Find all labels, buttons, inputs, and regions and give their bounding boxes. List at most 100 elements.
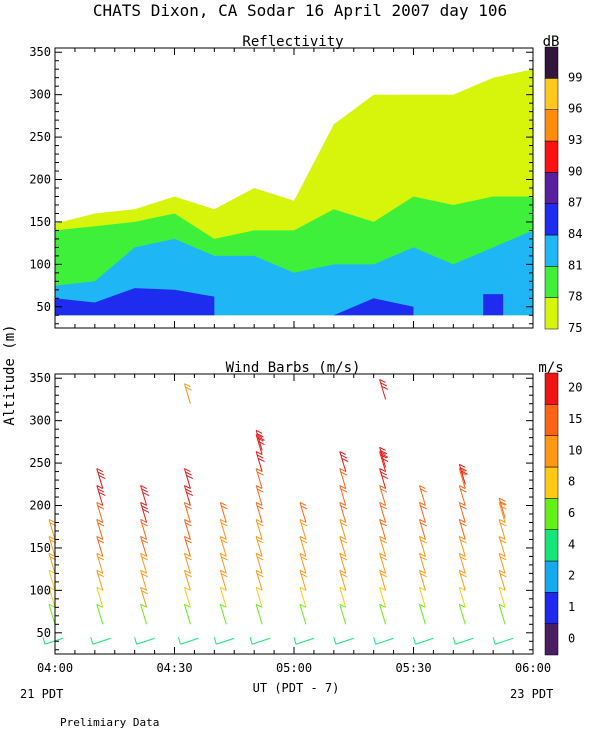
wind-barb-3-160 [183,519,192,540]
wind-barb-9-100 [418,569,427,591]
wind-barb-2-140-staff [140,536,148,557]
colorbar1-label: 81 [568,258,582,272]
wind-barb-2-200-staff [140,485,148,506]
wind-barb-5-100-flag-0 [255,569,263,574]
wind-barb-4-120-flag-1 [221,556,228,561]
reflectivity-band-84-2 [483,294,504,316]
wind-barb-3-40-flag [177,637,181,645]
wind-barb-4-160-staff [219,519,227,540]
wind-barb-5-200-flag-1 [257,488,264,493]
wind-barb-5-60-staff [255,604,263,625]
wind-barb-9-40 [412,637,434,645]
wind-barb-9-160-flag-0 [419,519,426,523]
colorbar1-swatch-8 [544,46,559,79]
wind-barb-6-140-staff [299,536,307,557]
wind-barb-9-140 [418,535,427,557]
wind-barb-11-140-flag-1 [500,539,507,544]
wind-barb-8-220-staff [379,468,387,489]
wind-barb-7-140 [339,535,348,557]
panel1-ytick-label: 150 [29,215,51,229]
wind-barb-10-200-flag-1 [460,488,467,493]
colorbar2-swatch-0 [544,623,559,656]
wind-barb-1-120-flag-0 [96,552,104,557]
wind-barb-7-140-flag-0 [339,535,347,540]
wind-barb-8-80-staff [379,587,387,608]
wind-barb-6-100-staff [299,570,307,591]
wind-barb-7-80 [339,586,347,608]
wind-barb-1-220-flag-2 [98,475,106,479]
wind-barb-8-180-flag-0 [379,502,386,506]
wind-barb-3-upper [183,383,192,404]
wind-barb-4-160 [219,519,228,540]
wind-barb-7-220 [339,468,348,489]
wind-barb-10-160-flag-0 [459,519,466,523]
wind-barb-3-160-flag-1 [185,522,192,527]
wind-barb-10-80-flag-0 [459,586,466,591]
wind-barb-11-100-flag-0 [498,569,506,574]
wind-barb-7-40-staff [335,637,354,645]
wind-barb-0-80-staff [48,587,56,608]
wind-barb-1-100 [96,569,105,591]
wind-barb-7-40-flag [333,637,337,645]
wind-barb-4-140-staff [219,536,227,557]
wind-barb-8-80 [379,586,387,608]
wind-barb-10-top [458,463,468,485]
footer-right: 23 PDT [510,687,553,701]
wind-barb-10-40-flag [452,637,456,645]
wind-barb-7-60-flag-0 [339,603,347,608]
wind-barb-9-200 [418,485,427,506]
wind-barb-7-120 [339,552,348,574]
wind-barb-8-80-flag-0 [379,586,386,591]
wind-barb-2-140-flag-0 [140,535,147,540]
wind-barb-11-100-staff [498,570,506,591]
wind-barb-5-top-flag-0 [255,429,263,434]
wind-barb-11-160-flag-0 [498,519,506,523]
wind-barb-8-220 [379,468,389,489]
wind-barb-5-160-staff [255,519,263,540]
wind-barb-4-160-flag-1 [221,522,228,527]
wind-barb-4-140-flag-0 [220,535,227,540]
colorbar2-swatch-3 [544,529,559,562]
wind-barb-3-100-flag-1 [185,573,192,578]
wind-barb-6-140-flag-0 [299,535,307,540]
wind-barb-8-200-flag-0 [379,485,386,489]
wind-barb-8-120-flag-1 [380,556,388,561]
wind-barb-7-60 [339,603,347,625]
wind-barb-9-120-flag-0 [419,552,426,557]
wind-barb-4-40-flag [213,637,217,645]
wind-barb-0-40-staff [44,637,64,645]
wind-barb-11-top-staff [498,498,506,519]
wind-barb-9-100-flag-0 [419,569,426,574]
wind-barb-7-120-flag-1 [340,556,348,561]
wind-barb-6-140-flag-1 [300,539,308,544]
wind-barb-3-160-flag-0 [184,519,191,523]
wind-barb-2-60-flag-0 [140,603,147,608]
wind-barb-1-160-staff [96,519,104,540]
wind-barb-3-200-flag-2 [186,492,194,496]
wind-barb-5-260-staff [255,434,263,455]
wind-barb-10-top-flag-2 [461,470,468,475]
wind-barb-8-60-flag-0 [379,603,386,608]
wind-barb-4-100 [219,569,228,591]
wind-barb-6-80-flag-0 [299,586,307,591]
wind-barb-9-80-staff [418,587,426,608]
colorbar2-label: 10 [568,443,582,457]
wind-barb-4-140-flag-1 [221,539,228,544]
colorbar1-swatch-2 [544,234,559,267]
wind-barb-1-80 [96,586,104,608]
wind-barb-7-120-staff [339,553,347,574]
colorbar2-swatch-1 [544,592,559,624]
wind-barb-8-220-flag-0 [379,468,386,472]
wind-barb-8-top-flag-1 [380,450,388,455]
wind-barb-10-100-flag-0 [459,569,466,574]
wind-barb-3-80 [183,586,191,608]
wind-barb-9-160-flag-1 [420,522,427,527]
wind-barb-11-120-staff [498,553,506,574]
wind-barb-7-100-flag-1 [340,573,348,578]
wind-barb-9-60-flag-0 [419,603,426,608]
wind-barb-4-140 [219,535,228,557]
wind-barb-5-240-flag-2 [258,458,265,463]
wind-barb-10-160-flag-1 [460,522,467,527]
wind-barb-2-200 [140,485,150,506]
wind-barb-4-120 [219,552,228,574]
